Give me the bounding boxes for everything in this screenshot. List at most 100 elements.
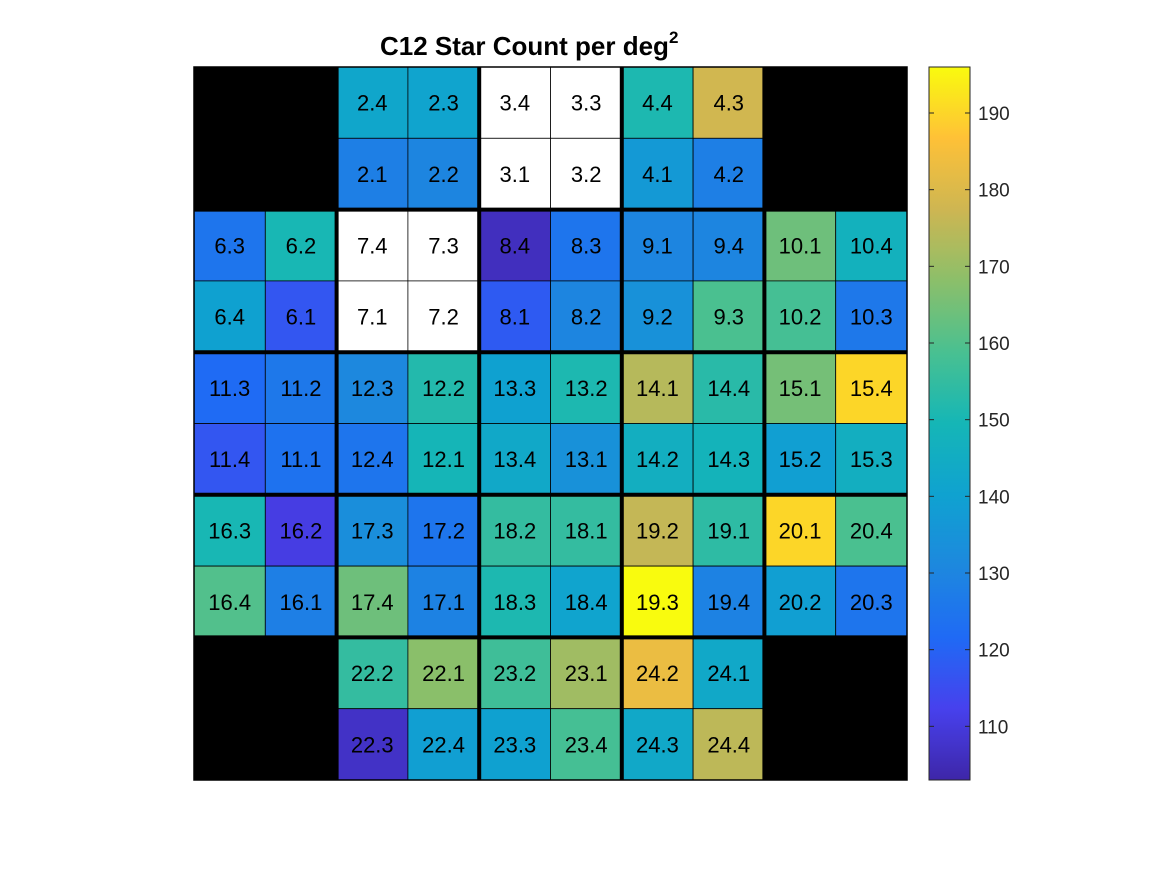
heatmap-cell [478,708,551,781]
colorbar-tick-label: 180 [978,181,1010,202]
cell-label: 23.4 [565,732,608,757]
heatmap-cell [692,137,765,211]
cell-label: 17.4 [351,590,394,615]
colorbar-tick-label: 160 [978,334,1010,355]
cell-label: 19.4 [707,590,750,615]
colorbar: 110 120 130 140 150 160 170 180 190 [928,66,1010,781]
module-grid-lines [193,66,908,781]
cell-label: 18.2 [493,518,536,543]
cell-label: 2.3 [428,91,459,116]
heatmap-cell [407,637,480,710]
cell-label: 11.1 [280,447,321,472]
cell-label: 12.3 [351,376,394,401]
cell-label: 17.3 [351,518,394,543]
cell-label: 15.4 [850,376,893,401]
heatmap-cell [478,423,551,496]
colorbar-tick-label: 140 [978,487,1010,508]
heatmap-cell [264,565,337,638]
cell-label: 6.4 [214,305,245,330]
cell-label: 7.1 [357,305,388,330]
cell-label: 2.4 [357,91,388,116]
cell-label: 14.1 [636,376,679,401]
heatmap-labels: 2.4 2.3 2.1 2.2 3.4 3.3 3.1 3.2 4.4 4.3 4.1 4.2 6.3 6… [208,91,893,758]
heatmap-cell [550,137,623,211]
heatmap-cell [692,565,765,638]
missing-module [764,67,907,210]
heatmap-cell [692,423,765,496]
cell-label: 2.1 [357,162,388,187]
heatmap-cell [692,209,765,282]
cell-label: 9.3 [713,305,744,330]
heatmap-cell [550,565,623,638]
heatmap-cell [193,565,266,638]
cell-label: 16.1 [280,590,323,615]
cell-label: 24.3 [636,732,679,757]
heatmap-cell [692,637,765,710]
colorbar-tick-label: 110 [978,717,1008,738]
cell-label: 23.1 [565,661,608,686]
cell-label: 19.3 [636,590,679,615]
heatmap-cell [550,209,623,282]
cell-label: 24.1 [707,661,750,686]
cell-label: 4.2 [713,162,744,187]
cell-label: 20.4 [850,518,893,543]
cell-label: 15.1 [779,376,822,401]
chart-title-text: C12 Star Count per deg [380,31,669,61]
cell-label: 22.4 [422,732,465,757]
heatmap-cell [336,66,409,139]
cell-label: 6.3 [214,233,245,258]
heatmap-cell [550,494,623,567]
heatmap-cell [407,351,480,424]
heatmap-cell [193,209,266,282]
cell-label: 22.2 [351,661,394,686]
cell-label: 4.3 [713,91,744,116]
missing-module [194,637,337,780]
cell-label: 19.2 [636,518,679,543]
heatmap-cell [193,351,266,424]
cell-label: 8.3 [571,233,602,258]
cell-label: 7.4 [357,233,388,258]
cell-label: 10.4 [850,233,893,258]
heatmap-cell [407,708,480,781]
cell-label: 22.1 [422,661,465,686]
cell-label: 18.4 [565,590,608,615]
heatmap-cell [264,351,337,424]
cell-label: 3.3 [571,91,602,116]
heatmap-cell [621,494,694,567]
cell-label: 9.1 [642,233,673,258]
cell-label: 14.2 [636,447,679,472]
heatmap-cell [764,209,837,282]
cell-label: 16.2 [280,518,323,543]
cell-label: 7.2 [428,305,459,330]
heatmap-cell [264,280,337,353]
cell-label: 17.2 [422,518,465,543]
cell-label: 9.4 [713,233,744,258]
heatmap-cell [692,66,765,139]
cell-label: 23.3 [493,732,536,757]
heatmap-cell [336,708,409,781]
cell-label: 3.4 [500,91,531,116]
cell-label: 13.3 [493,376,536,401]
cell-label: 4.1 [642,162,673,187]
cell-label: 12.1 [422,447,465,472]
heatmap-cell [336,280,409,353]
colorbar-tick-label: 170 [978,257,1010,278]
heatmap-cell [407,565,480,638]
heatmap-cell [550,280,623,353]
heatmap-cell [621,209,694,282]
cell-label: 24.4 [707,732,750,757]
heatmap-cell [835,351,908,424]
heatmap-cell [764,494,837,567]
cell-label: 9.2 [642,305,673,330]
heatmap-cell [407,137,480,211]
heatmap-cell [336,137,409,211]
heatmap-cell [336,565,409,638]
cell-label: 18.1 [565,518,608,543]
cell-label: 15.2 [779,447,822,472]
heatmap-cell [193,423,266,496]
cell-label: 8.2 [571,305,602,330]
heatmap-cell [764,423,837,496]
cell-label: 8.4 [500,233,531,258]
cell-label: 20.1 [779,518,822,543]
